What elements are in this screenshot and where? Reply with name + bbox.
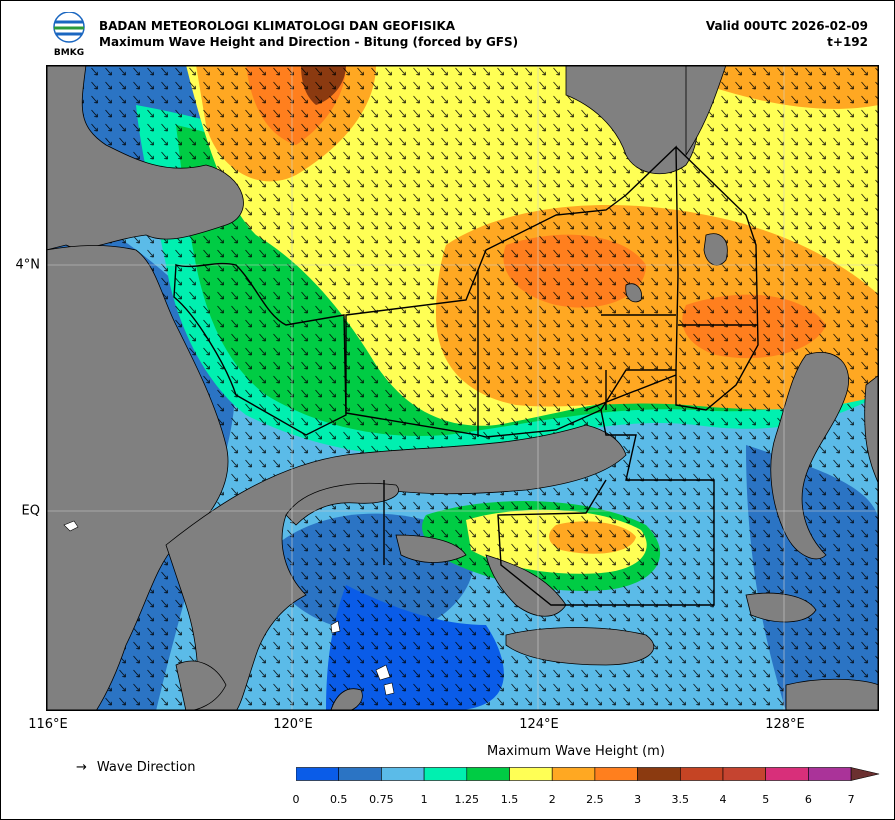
lon-label-128: 128°E [765,717,805,732]
bmkg-logo-icon: BMKG [53,12,85,58]
colorbar-tick-label: 2 [548,793,556,806]
valid-time: Valid 00UTC 2026-02-09 [705,19,868,33]
lat-label-4n: 4°N [15,257,41,273]
direction-legend-label: Wave Direction [96,760,196,775]
region-1 [173,262,347,436]
land-sulawesi-north-arm [285,482,399,526]
colorbar-tick-label: 3.5 [671,793,690,806]
land-borneo-north [46,65,244,251]
colorbar-tick-label: 1 [420,793,428,806]
grid-lines [46,65,879,711]
lon-label-120: 120°E [273,717,313,732]
logo-text: BMKG [54,48,84,58]
land-togian [395,534,467,563]
colorbar-segment [509,767,553,781]
colorbar-tick-label: 0.5 [329,793,348,806]
region-5 [497,409,715,606]
region-3-dividers [601,314,758,326]
wave-map [46,65,879,711]
colorbar [295,767,886,807]
colorbar-svg [295,767,880,781]
land-sangihe [703,233,728,266]
colorbar-segment [722,767,767,781]
region-4 [585,370,677,411]
colorbar-title: Maximum Wave Height (m) [487,744,665,759]
wave-direction-arrow-icon: → [76,760,87,775]
colorbar-segment [551,767,596,781]
lon-label-124: 124°E [519,717,559,732]
colorbar-tick-label: 1.5 [500,793,519,806]
header-subtitle: Maximum Wave Height and Direction - Bitu… [99,35,519,49]
colorbar-segment [381,767,425,781]
colorbar-tick-label: 5 [762,793,770,806]
land-sula [505,627,655,666]
colorbar-segment [295,767,340,781]
forecast-step: t+192 [827,35,868,49]
colorbar-tick-label: 4 [719,793,727,806]
land-mindanao-bay [685,65,727,157]
land-siau [625,283,643,303]
colorbar-extend-arrow [850,767,880,781]
lat-label-eq: EQ [21,503,40,519]
land-obi [745,592,817,623]
colorbar-tick-label: 1.25 [454,793,480,806]
land-seram [785,678,879,711]
map-border [46,65,879,711]
colorbar-tick-label: 2.5 [586,793,604,806]
small-islands [63,520,395,696]
colorbar-segment [679,767,724,781]
colorbar-tick-label: 3 [634,793,642,806]
wave-map-svg [46,65,879,711]
land [46,65,879,711]
region-2 [345,145,679,438]
region-3 [675,146,759,411]
colorbar-segment [765,767,809,781]
direction-legend: → Wave Direction [76,760,195,775]
colorbar-segment [338,767,382,781]
lon-label-116: 116°E [28,717,68,732]
colorbar-segment [594,767,638,781]
land-halmahera [770,352,849,560]
colorbar-segment [423,767,468,781]
colorbar-segment [808,767,852,781]
region-boundaries [173,145,759,606]
colorbar-tick-label: 6 [804,793,812,806]
colorbar-tick-label: 0 [292,793,300,806]
land-borneo [46,245,229,711]
colorbar-tick-label: 7 [847,793,855,806]
header-title: BADAN METEOROLOGI KLIMATOLOGI DAN GEOFIS… [99,19,456,33]
colorbar-segment [637,767,681,781]
colorbar-segment [466,767,510,781]
colorbar-tick-label: 0.75 [369,793,394,806]
